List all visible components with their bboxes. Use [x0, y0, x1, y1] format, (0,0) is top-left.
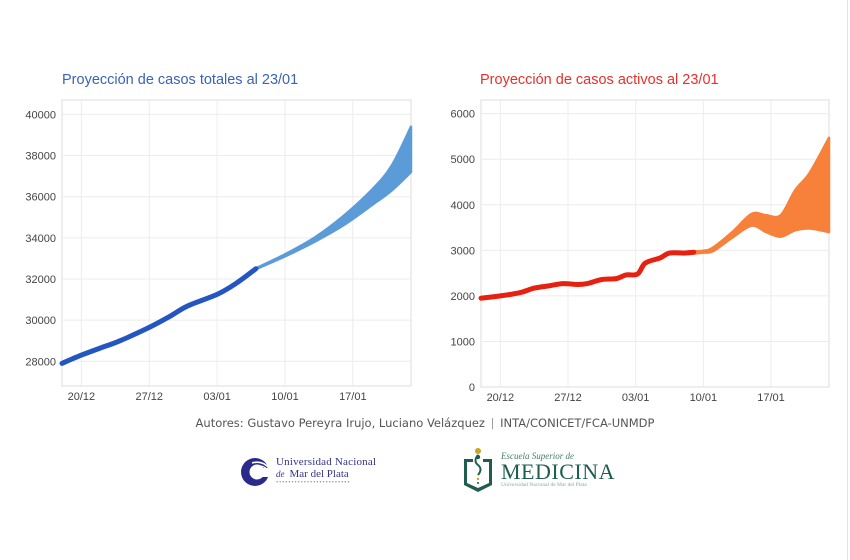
active-x-tick-label: 20/12	[487, 392, 515, 404]
total-y-tick-label: 34000	[25, 233, 56, 245]
medicina-name-line2: MEDICINA	[501, 458, 615, 484]
total-y-tick-label: 32000	[25, 274, 56, 286]
active-y-tick-label: 4000	[451, 200, 475, 212]
active-y-tick-label: 0	[469, 382, 475, 394]
total-y-tick-label: 28000	[25, 356, 56, 368]
active-observed-line	[478, 249, 697, 301]
medicina-name-line3: Universidad Nacional de Mar del Plata	[501, 481, 587, 488]
total-cases-chart: 28000 30000 32000 34000 36000 38000 40000 20/12…	[25, 99, 413, 403]
total-x-tick-label: 20/12	[68, 391, 96, 403]
unmdp-name-line2: Mar del Plata	[289, 467, 349, 480]
total-x-tick-label: 27/12	[135, 391, 163, 403]
active-x-tick-label: 10/01	[690, 392, 718, 404]
active-y-tick-label: 1000	[451, 336, 475, 348]
unmdp-logo: Universidad Nacional de Mar del Plata •••…	[240, 457, 376, 487]
medicina-logo: Escuela Superior de MEDICINA Universidad…	[461, 447, 615, 493]
page-edge-divider	[847, 0, 848, 560]
active-y-tick-label: 5000	[451, 154, 475, 166]
total-y-tick-label: 30000	[25, 315, 56, 327]
wave-circle-logo-icon	[241, 458, 270, 486]
authors-separator: |	[490, 416, 495, 430]
active-x-tick-label: 17/01	[757, 392, 785, 404]
total-x-tick-label: 17/01	[339, 391, 367, 403]
active-x-tick-label: 27/12	[554, 392, 582, 404]
total-x-tick-label: 03/01	[203, 391, 231, 403]
total-y-tick-label: 38000	[25, 151, 56, 163]
active-cases-chart: 0 1000 2000 3000 4000 5000 6000 20/12 27/12 03/01…	[451, 99, 831, 404]
unmdp-dotted-rule: ••••••••••••••••••••••••	[276, 480, 351, 487]
medicina-name-line1: Escuela Superior de	[501, 450, 574, 461]
authors-names: Autores: Gustavo Pereyra Irujo, Luciano …	[195, 416, 485, 430]
total-projection-band	[254, 125, 413, 271]
total-x-tick-label: 10/01	[271, 391, 299, 403]
total-y-tick-label: 36000	[25, 192, 56, 204]
total-y-tick-label: 40000	[25, 109, 56, 121]
active-projection-band	[687, 136, 831, 256]
book-caduceus-logo-icon	[464, 448, 492, 492]
unmdp-name-prefix: de	[276, 468, 285, 479]
chart-title-active-cases: Proyección de casos activos al 23/01	[480, 72, 719, 88]
total-observed-line	[59, 266, 259, 366]
active-y-tick-label: 6000	[451, 109, 475, 121]
active-plot-frame	[480, 99, 830, 388]
authors-affiliation: INTA/CONICET/FCA-UNMDP	[500, 416, 655, 430]
chart-title-total-cases: Proyección de casos totales al 23/01	[62, 72, 299, 88]
active-y-tick-label: 2000	[451, 291, 475, 303]
active-y-tick-label: 3000	[451, 245, 475, 257]
authors-credit: Autores: Gustavo Pereyra Irujo, Luciano …	[0, 416, 850, 430]
active-x-tick-label: 03/01	[622, 392, 650, 404]
unmdp-name-line1: Universidad Nacional	[276, 456, 377, 469]
